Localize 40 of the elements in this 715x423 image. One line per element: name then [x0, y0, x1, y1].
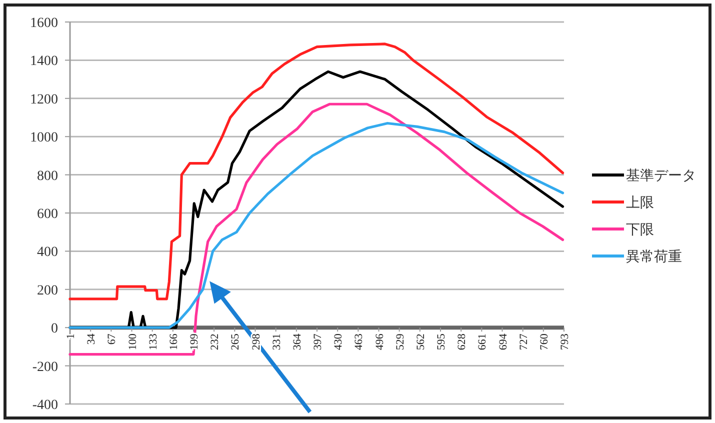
x-tick-label: 34 — [86, 333, 98, 345]
y-tick-label: 400 — [37, 245, 58, 260]
x-tick-label: 496 — [374, 333, 386, 350]
x-tick-label: 727 — [518, 333, 530, 350]
x-tick-label: 628 — [456, 333, 468, 350]
x-tick-label: 1 — [65, 334, 77, 340]
x-tick-label: 298 — [250, 333, 262, 350]
y-tick-label: 800 — [37, 168, 58, 184]
legend-label: 上限 — [626, 195, 654, 211]
y-tick-label: -200 — [32, 360, 58, 375]
x-tick-label: 232 — [209, 334, 222, 350]
y-tick-label: 1400 — [30, 54, 58, 70]
x-tick-label: 529 — [394, 333, 406, 350]
x-tick-label: 562 — [414, 334, 427, 350]
x-tick-label: 760 — [538, 333, 550, 350]
x-tick-label: 430 — [332, 333, 345, 350]
y-tick-label: 600 — [37, 207, 58, 222]
y-tick-label: 200 — [37, 283, 58, 298]
x-tick-label: 331 — [270, 334, 283, 350]
y-tick-label: 0 — [51, 322, 58, 337]
legend-label: 異常荷重 — [626, 249, 682, 265]
x-tick-label: 595 — [436, 333, 448, 350]
x-tick-label: 661 — [476, 334, 489, 350]
y-tick-label: 1200 — [30, 92, 58, 108]
x-tick-label: 694 — [497, 333, 510, 350]
legend-label: 下限 — [626, 222, 654, 238]
x-tick-label: 67 — [106, 333, 118, 345]
y-tick-label: 1600 — [30, 16, 58, 31]
y-tick-label: -400 — [32, 398, 58, 413]
y-tick-label: 1000 — [30, 130, 58, 146]
x-tick-label: 364 — [291, 333, 304, 350]
x-tick-label: 133 — [147, 333, 160, 350]
x-tick-label: 397 — [312, 333, 324, 350]
legend-label: 基準データ — [626, 168, 696, 184]
x-tick-label: 265 — [230, 333, 242, 350]
x-tick-label: 463 — [353, 333, 366, 350]
x-tick-label: 793 — [559, 333, 571, 350]
x-tick-label: 100 — [126, 333, 139, 350]
x-tick-label: 199 — [188, 333, 200, 350]
x-tick-label: 166 — [168, 333, 180, 350]
